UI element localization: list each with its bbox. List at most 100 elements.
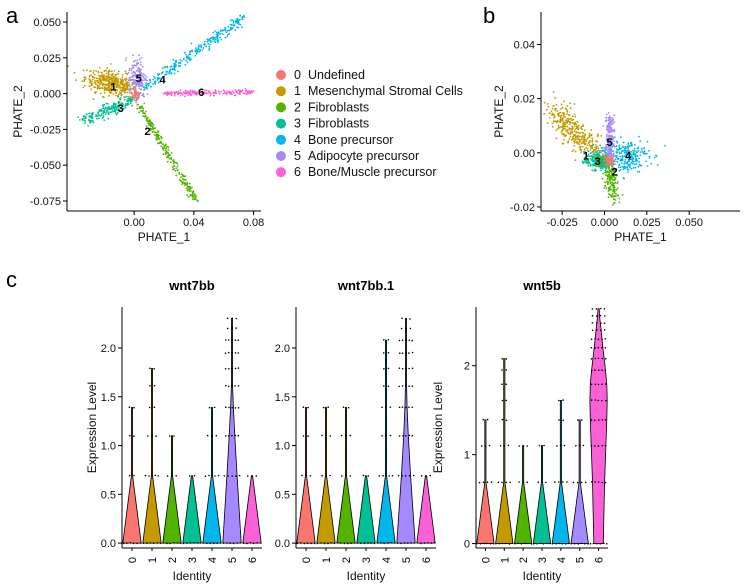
data-point: [103, 74, 105, 76]
data-point: [246, 475, 249, 477]
data-point: [185, 59, 188, 62]
data-point: [83, 80, 86, 82]
data-point: [121, 73, 124, 76]
data-point: [85, 116, 87, 119]
data-point: [604, 165, 607, 168]
y-tick-label: 0.000: [33, 89, 61, 101]
data-point: [202, 47, 205, 49]
data-point: [636, 147, 639, 150]
data-point: [172, 160, 174, 162]
data-point: [589, 149, 592, 151]
data-point: [196, 199, 198, 202]
data-point: [227, 475, 229, 477]
data-point: [612, 192, 615, 195]
cluster-label: 2: [145, 126, 151, 138]
data-point: [99, 87, 102, 90]
data-point: [411, 385, 414, 387]
data-point: [606, 159, 609, 161]
data-point: [225, 435, 227, 437]
data-point: [198, 45, 201, 48]
violin-1-points: [495, 358, 514, 545]
data-point: [565, 108, 568, 111]
data-point: [602, 165, 604, 168]
data-point: [171, 166, 174, 168]
y-tick-label: 0: [464, 539, 470, 551]
data-point: [592, 153, 595, 156]
data-point: [160, 137, 163, 140]
data-point: [140, 542, 142, 544]
data-point: [596, 542, 598, 545]
data-point: [489, 542, 492, 545]
data-point: [585, 140, 588, 143]
data-point: [114, 112, 117, 114]
data-point: [624, 158, 627, 161]
data-point: [595, 155, 597, 157]
data-point: [497, 481, 500, 484]
x-tick-label: 2: [341, 557, 353, 563]
data-point: [562, 128, 565, 131]
data-point: [227, 435, 230, 437]
data-point: [127, 81, 130, 84]
data-point: [664, 144, 666, 147]
data-point: [173, 94, 176, 97]
data-point: [94, 81, 97, 84]
data-point: [383, 385, 385, 387]
data-point: [112, 75, 115, 78]
data-point: [168, 435, 171, 437]
data-point: [551, 114, 553, 117]
legend-swatch: [276, 118, 286, 129]
cluster-3-points: [77, 95, 138, 127]
data-point: [398, 367, 401, 370]
data-point: [401, 406, 404, 408]
data-point: [156, 138, 159, 140]
data-point: [97, 79, 99, 82]
data-point: [228, 90, 231, 93]
data-point: [113, 85, 116, 88]
data-point: [115, 77, 118, 79]
data-point: [615, 174, 618, 177]
data-point: [613, 121, 616, 124]
data-point: [138, 111, 141, 114]
x-tick-label: 0: [480, 557, 492, 563]
data-point: [222, 92, 225, 95]
data-point: [124, 91, 127, 93]
data-point: [115, 91, 118, 94]
data-point: [603, 322, 606, 325]
data-point: [139, 75, 141, 78]
data-point: [430, 542, 433, 544]
data-point: [590, 445, 593, 447]
x-axis-title: PHATE_1: [614, 230, 667, 244]
data-point: [476, 542, 478, 545]
data-point: [595, 315, 598, 317]
data-point: [117, 72, 119, 75]
data-point: [96, 115, 99, 117]
data-point: [142, 92, 145, 95]
data-point: [599, 165, 602, 168]
data-point: [597, 147, 600, 150]
data-point: [615, 140, 618, 143]
data-point: [194, 194, 197, 197]
violin-5-points: [222, 317, 242, 545]
data-point: [394, 542, 396, 544]
data-point: [597, 161, 600, 164]
data-point: [563, 123, 566, 126]
violin-4-points: [551, 399, 570, 545]
data-point: [137, 85, 140, 88]
data-point: [144, 79, 147, 81]
data-point: [635, 157, 637, 160]
data-point: [122, 85, 125, 88]
violin-title: wnt5b: [522, 278, 561, 293]
data-point: [565, 121, 568, 124]
data-point: [411, 351, 414, 354]
data-point: [235, 327, 237, 329]
data-point: [213, 406, 216, 409]
data-point: [157, 130, 159, 133]
data-point: [82, 69, 85, 72]
data-point: [194, 90, 197, 93]
data-point: [170, 65, 173, 68]
data-point: [189, 89, 192, 92]
cluster-6-points: [163, 87, 255, 98]
cluster-5-points: [602, 111, 617, 163]
data-point: [354, 542, 356, 544]
